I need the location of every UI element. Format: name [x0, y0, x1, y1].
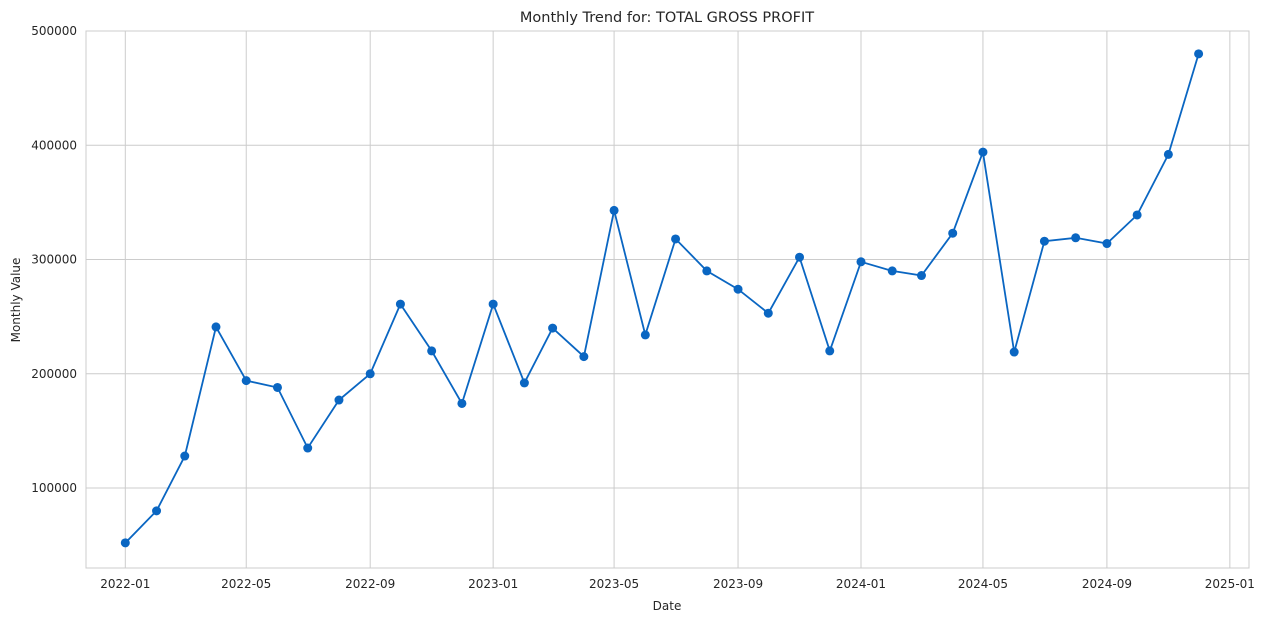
data-point — [365, 369, 375, 379]
data-point — [395, 299, 405, 309]
data-point — [272, 382, 282, 392]
data-point — [702, 266, 712, 276]
data-point — [1132, 210, 1142, 220]
data-point — [457, 398, 467, 408]
chart-title: Monthly Trend for: TOTAL GROSS PROFIT — [520, 10, 814, 26]
data-point — [120, 538, 130, 548]
gridlines — [86, 30, 1249, 568]
data-point — [334, 395, 344, 405]
x-tick-label: 2024-05 — [958, 577, 1008, 591]
y-tick-label: 100000 — [31, 481, 77, 495]
plot-frame — [85, 30, 1250, 569]
y-tick-label: 400000 — [31, 138, 77, 152]
data-point — [303, 443, 313, 453]
data-point — [548, 323, 558, 333]
data-point — [671, 234, 681, 244]
x-tick-label: 2022-09 — [345, 577, 395, 591]
y-tick-label: 500000 — [31, 24, 77, 38]
data-point — [856, 257, 866, 267]
data-point — [795, 252, 805, 262]
x-tick-label: 2023-05 — [589, 577, 639, 591]
data-point — [579, 352, 589, 362]
data-point — [241, 376, 251, 386]
x-tick-label: 2023-09 — [713, 577, 763, 591]
data-point — [916, 271, 926, 281]
data-point — [1071, 233, 1081, 243]
y-tick-label: 300000 — [31, 253, 77, 267]
x-axis-label: Date — [653, 599, 682, 613]
data-point — [763, 308, 773, 318]
data-point — [948, 228, 958, 238]
series-line — [124, 53, 1200, 544]
x-tick-label: 2024-01 — [836, 577, 886, 591]
x-tick-label: 2024-09 — [1082, 577, 1132, 591]
x-tick-label: 2022-01 — [100, 577, 150, 591]
data-point — [640, 330, 650, 340]
data-point — [427, 346, 437, 356]
x-tick-label: 2023-01 — [468, 577, 518, 591]
data-point — [825, 346, 835, 356]
data-point — [1194, 49, 1204, 59]
data-point — [978, 147, 988, 157]
data-point — [1009, 347, 1019, 357]
y-tick-label: 200000 — [31, 367, 77, 381]
data-point — [609, 205, 619, 215]
data-point — [519, 378, 529, 388]
data-points — [120, 49, 1204, 548]
data-point — [1102, 239, 1112, 249]
data-point — [1039, 236, 1049, 246]
x-tick-label: 2022-05 — [221, 577, 271, 591]
y-axis-label: Monthly Value — [9, 258, 23, 343]
data-point — [887, 266, 897, 276]
data-point — [733, 284, 743, 294]
x-axis: 2022-01 2022-05 2022-09 2023-01 2023-05 2023-… — [100, 577, 1255, 591]
x-tick-label: 2025-01 — [1205, 577, 1255, 591]
data-point — [1163, 149, 1173, 159]
data-point — [152, 506, 162, 516]
data-point — [488, 299, 498, 309]
data-point — [180, 451, 190, 461]
data-point — [211, 322, 221, 332]
y-axis: 100000 200000 300000 400000 500000 — [31, 24, 77, 495]
